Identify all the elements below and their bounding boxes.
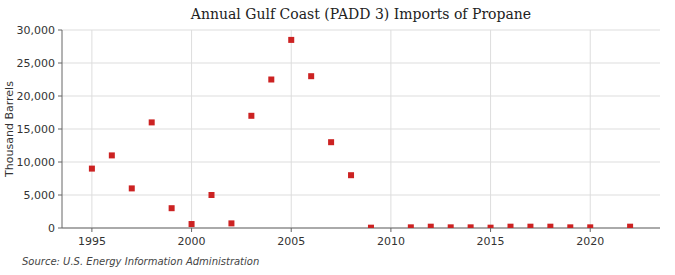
x-grid-line <box>490 30 491 228</box>
y-axis-line <box>62 30 63 228</box>
y-tick-label: 5,000 <box>24 189 56 202</box>
y-tick-label: 20,000 <box>17 90 56 103</box>
y-grid-line <box>62 195 660 196</box>
y-grid-line <box>62 129 660 130</box>
y-tick-label: 0 <box>48 222 55 235</box>
y-tick <box>58 63 62 64</box>
x-tick <box>191 228 192 232</box>
x-tick-label: 2010 <box>377 235 405 248</box>
point <box>468 224 474 228</box>
chart: 0 5,000 10,000 15,000 20,000 25,000 30,000 1995… <box>0 0 675 275</box>
y-tick <box>58 162 62 163</box>
y-grid-line <box>62 30 660 31</box>
point <box>348 172 354 178</box>
y-tick-label: 30,000 <box>17 24 56 37</box>
x-grid-line <box>291 30 292 228</box>
x-tick-label: 1995 <box>78 235 106 248</box>
y-tick <box>58 96 62 97</box>
source-note: Source: U.S. Energy Information Administ… <box>22 256 259 267</box>
title: Annual Gulf Coast (PADD 3) Imports of Pr… <box>190 6 531 22</box>
x-tick <box>91 228 92 232</box>
y-axis-label: Thousand Barrels <box>3 81 16 178</box>
y-tick <box>58 195 62 196</box>
point <box>408 224 414 228</box>
point <box>288 37 294 43</box>
point <box>209 192 215 198</box>
point <box>109 152 115 158</box>
x-grid-line <box>390 30 391 228</box>
point <box>527 224 533 228</box>
x-tick-label: 2020 <box>576 235 604 248</box>
x-tick <box>490 228 491 232</box>
y-tick-label: 15,000 <box>17 123 56 136</box>
y-tick <box>58 129 62 130</box>
point <box>268 77 274 83</box>
point <box>169 205 175 211</box>
x-tick-label: 2005 <box>277 235 305 248</box>
point <box>508 224 514 228</box>
x-grid-line <box>191 30 192 228</box>
x-grid-line <box>590 30 591 228</box>
y-tick-label: 10,000 <box>17 156 56 169</box>
y-tick <box>58 228 62 229</box>
point <box>368 225 374 228</box>
point <box>448 224 454 228</box>
marks <box>89 37 633 228</box>
y-tick-label: 25,000 <box>17 57 56 70</box>
x-grid-line <box>91 30 92 228</box>
x-tick-label: 2015 <box>477 235 505 248</box>
x-tick <box>390 228 391 232</box>
y-grid-line <box>62 96 660 97</box>
point <box>89 166 95 172</box>
point <box>228 220 234 226</box>
background <box>0 0 675 275</box>
x-tick <box>291 228 292 232</box>
point <box>248 113 254 119</box>
grid <box>62 30 660 228</box>
point <box>627 224 633 228</box>
point <box>547 224 553 228</box>
y-tick <box>58 30 62 31</box>
x-tick <box>590 228 591 232</box>
point <box>488 225 494 228</box>
point <box>189 221 195 227</box>
point <box>428 224 434 228</box>
y-grid-line <box>62 162 660 163</box>
point <box>328 139 334 145</box>
point <box>567 224 573 228</box>
point <box>308 73 314 79</box>
point <box>149 119 155 125</box>
y-grid-line <box>62 63 660 64</box>
x-tick-label: 2000 <box>178 235 206 248</box>
point <box>129 185 135 191</box>
point <box>587 224 593 228</box>
